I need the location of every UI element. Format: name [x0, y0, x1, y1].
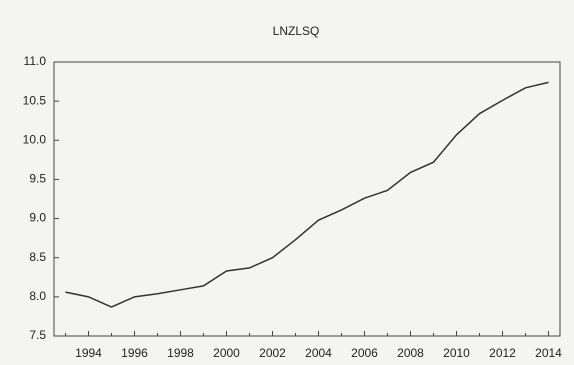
y-tick-label: 8.5	[29, 250, 46, 264]
plot-frame	[53, 61, 561, 337]
chart-title: LNZLSQ	[273, 24, 320, 38]
x-tick-label: 2004	[305, 346, 332, 360]
x-tick-label: 2014	[535, 346, 562, 360]
y-tick-label: 10.5	[23, 93, 47, 107]
y-tick-label: 9.0	[29, 211, 46, 225]
x-tick-label: 2010	[443, 346, 470, 360]
x-tick-label: 2008	[397, 346, 424, 360]
y-tick-label: 9.5	[29, 172, 46, 186]
data-line	[65, 81, 549, 308]
y-tick-label: 11.0	[24, 54, 47, 68]
x-tick-label: 2002	[259, 346, 286, 360]
x-tick-label: 1996	[121, 346, 148, 360]
y-tick-label: 7.5	[29, 328, 46, 342]
x-tick-label: 2006	[351, 346, 378, 360]
y-tick-label: 8.0	[29, 289, 46, 303]
x-tick-label: 2012	[489, 346, 516, 360]
x-tick-label: 2000	[213, 346, 240, 360]
x-tick-label: 1998	[167, 346, 194, 360]
x-tick-label: 1994	[75, 346, 102, 360]
y-tick-label: 10.0	[23, 132, 47, 146]
